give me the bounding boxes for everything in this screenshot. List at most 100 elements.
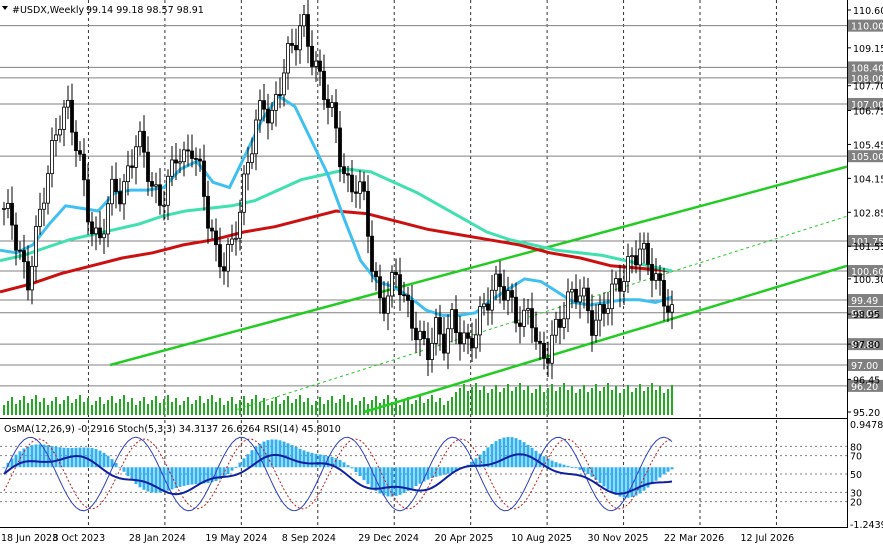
osma-bar — [350, 467, 354, 469]
osma-bar — [346, 465, 350, 468]
osma-bar — [126, 467, 130, 477]
indicator-axis-label: 50 — [850, 470, 862, 481]
candle-body — [322, 70, 326, 100]
osma-bar — [18, 451, 22, 468]
osma-bar — [30, 445, 34, 468]
candle-body — [6, 202, 10, 209]
candle-body — [490, 289, 494, 311]
osma-bar — [634, 467, 638, 496]
level-label: 105.00 — [851, 152, 883, 163]
osma-bar — [210, 467, 214, 483]
osma-bar — [450, 467, 454, 473]
candle-body — [354, 191, 358, 194]
osma-bar — [190, 467, 194, 485]
candle-body — [350, 174, 354, 193]
candle-body — [466, 332, 470, 339]
osma-bar — [22, 448, 26, 468]
candle-body — [30, 265, 34, 291]
candle-body — [602, 304, 606, 314]
candle-body — [658, 273, 662, 281]
candle-body — [90, 221, 94, 235]
candle-body — [54, 134, 58, 141]
rsi-line — [3, 453, 673, 496]
osma-bar — [574, 467, 578, 469]
time-tick-label: 8 Oct 2023 — [52, 533, 105, 544]
candle-body — [114, 178, 118, 193]
candle-body — [58, 129, 62, 136]
candlesticks[interactable] — [2, 0, 674, 380]
candle-body — [294, 45, 298, 51]
candle-body — [82, 153, 86, 181]
osma-bar — [230, 467, 234, 471]
main-plot-area[interactable] — [0, 0, 847, 418]
candle-body — [646, 242, 650, 265]
indicator-axis-label: 30 — [850, 488, 862, 499]
horizontal-levels — [0, 25, 847, 387]
dropdown-triangle-icon[interactable] — [2, 6, 8, 10]
candle-body — [206, 196, 210, 229]
osma-bar — [606, 467, 610, 490]
osma-bar — [398, 467, 402, 495]
time-tick-label: 29 Dec 2024 — [358, 533, 419, 544]
candle-body — [142, 130, 146, 153]
candle-body — [62, 106, 66, 130]
level-label: 99.49 — [851, 296, 878, 307]
price-tick-label: 104.15 — [853, 174, 883, 185]
candle-body — [378, 276, 382, 299]
candle-body — [402, 294, 406, 297]
candle-body — [274, 94, 278, 111]
osma-bar — [166, 467, 170, 491]
candle-body — [334, 102, 338, 129]
osma-bar — [362, 467, 366, 481]
candle-body — [298, 25, 302, 51]
osma-bar — [234, 466, 238, 468]
osma-bar — [42, 444, 46, 468]
osma-bar — [310, 452, 314, 468]
osma-bar — [154, 467, 158, 493]
level-label-box — [848, 97, 883, 110]
osma-bar — [638, 467, 642, 494]
level-label-box — [848, 150, 883, 163]
osma-bar — [246, 454, 250, 468]
level-label: 101.75 — [851, 237, 883, 248]
osma-bar — [222, 467, 226, 477]
candle-body — [42, 202, 46, 210]
candle-body — [118, 191, 122, 205]
candle-body — [266, 108, 270, 124]
osma-bar — [566, 465, 570, 468]
time-tick-label: 19 May 2024 — [205, 533, 267, 544]
candle-body — [74, 131, 78, 152]
candle-body — [394, 272, 398, 276]
price-tick-label: 110.60 — [853, 6, 883, 17]
price-tick-label: 96.45 — [853, 375, 880, 386]
osma-bar — [106, 455, 110, 468]
price-tick-label: 101.55 — [853, 242, 883, 253]
osma-bar — [14, 454, 18, 468]
candle-body — [70, 99, 74, 133]
osma-bar — [378, 467, 382, 494]
osma-bar — [194, 467, 198, 485]
osma-bar — [138, 467, 142, 488]
osma-bar — [326, 455, 330, 468]
osma-bar — [506, 436, 510, 468]
level-label: 108.00 — [851, 74, 883, 85]
osma-bar — [406, 467, 410, 491]
candle-body — [326, 99, 330, 108]
candle-body — [138, 130, 142, 148]
candle-body — [586, 287, 590, 312]
candle-body — [634, 255, 638, 266]
osma-bar — [550, 460, 554, 468]
candle-body — [662, 280, 666, 307]
osma-bar — [174, 467, 178, 489]
osma-bar — [78, 447, 82, 468]
candle-body — [506, 290, 510, 301]
osma-bar — [254, 446, 258, 468]
osma-bar — [354, 467, 358, 473]
candle-body — [198, 158, 202, 162]
candle-body — [338, 127, 342, 168]
candle-body — [238, 211, 242, 239]
candle-body — [358, 181, 362, 194]
osma-bar — [270, 439, 274, 468]
